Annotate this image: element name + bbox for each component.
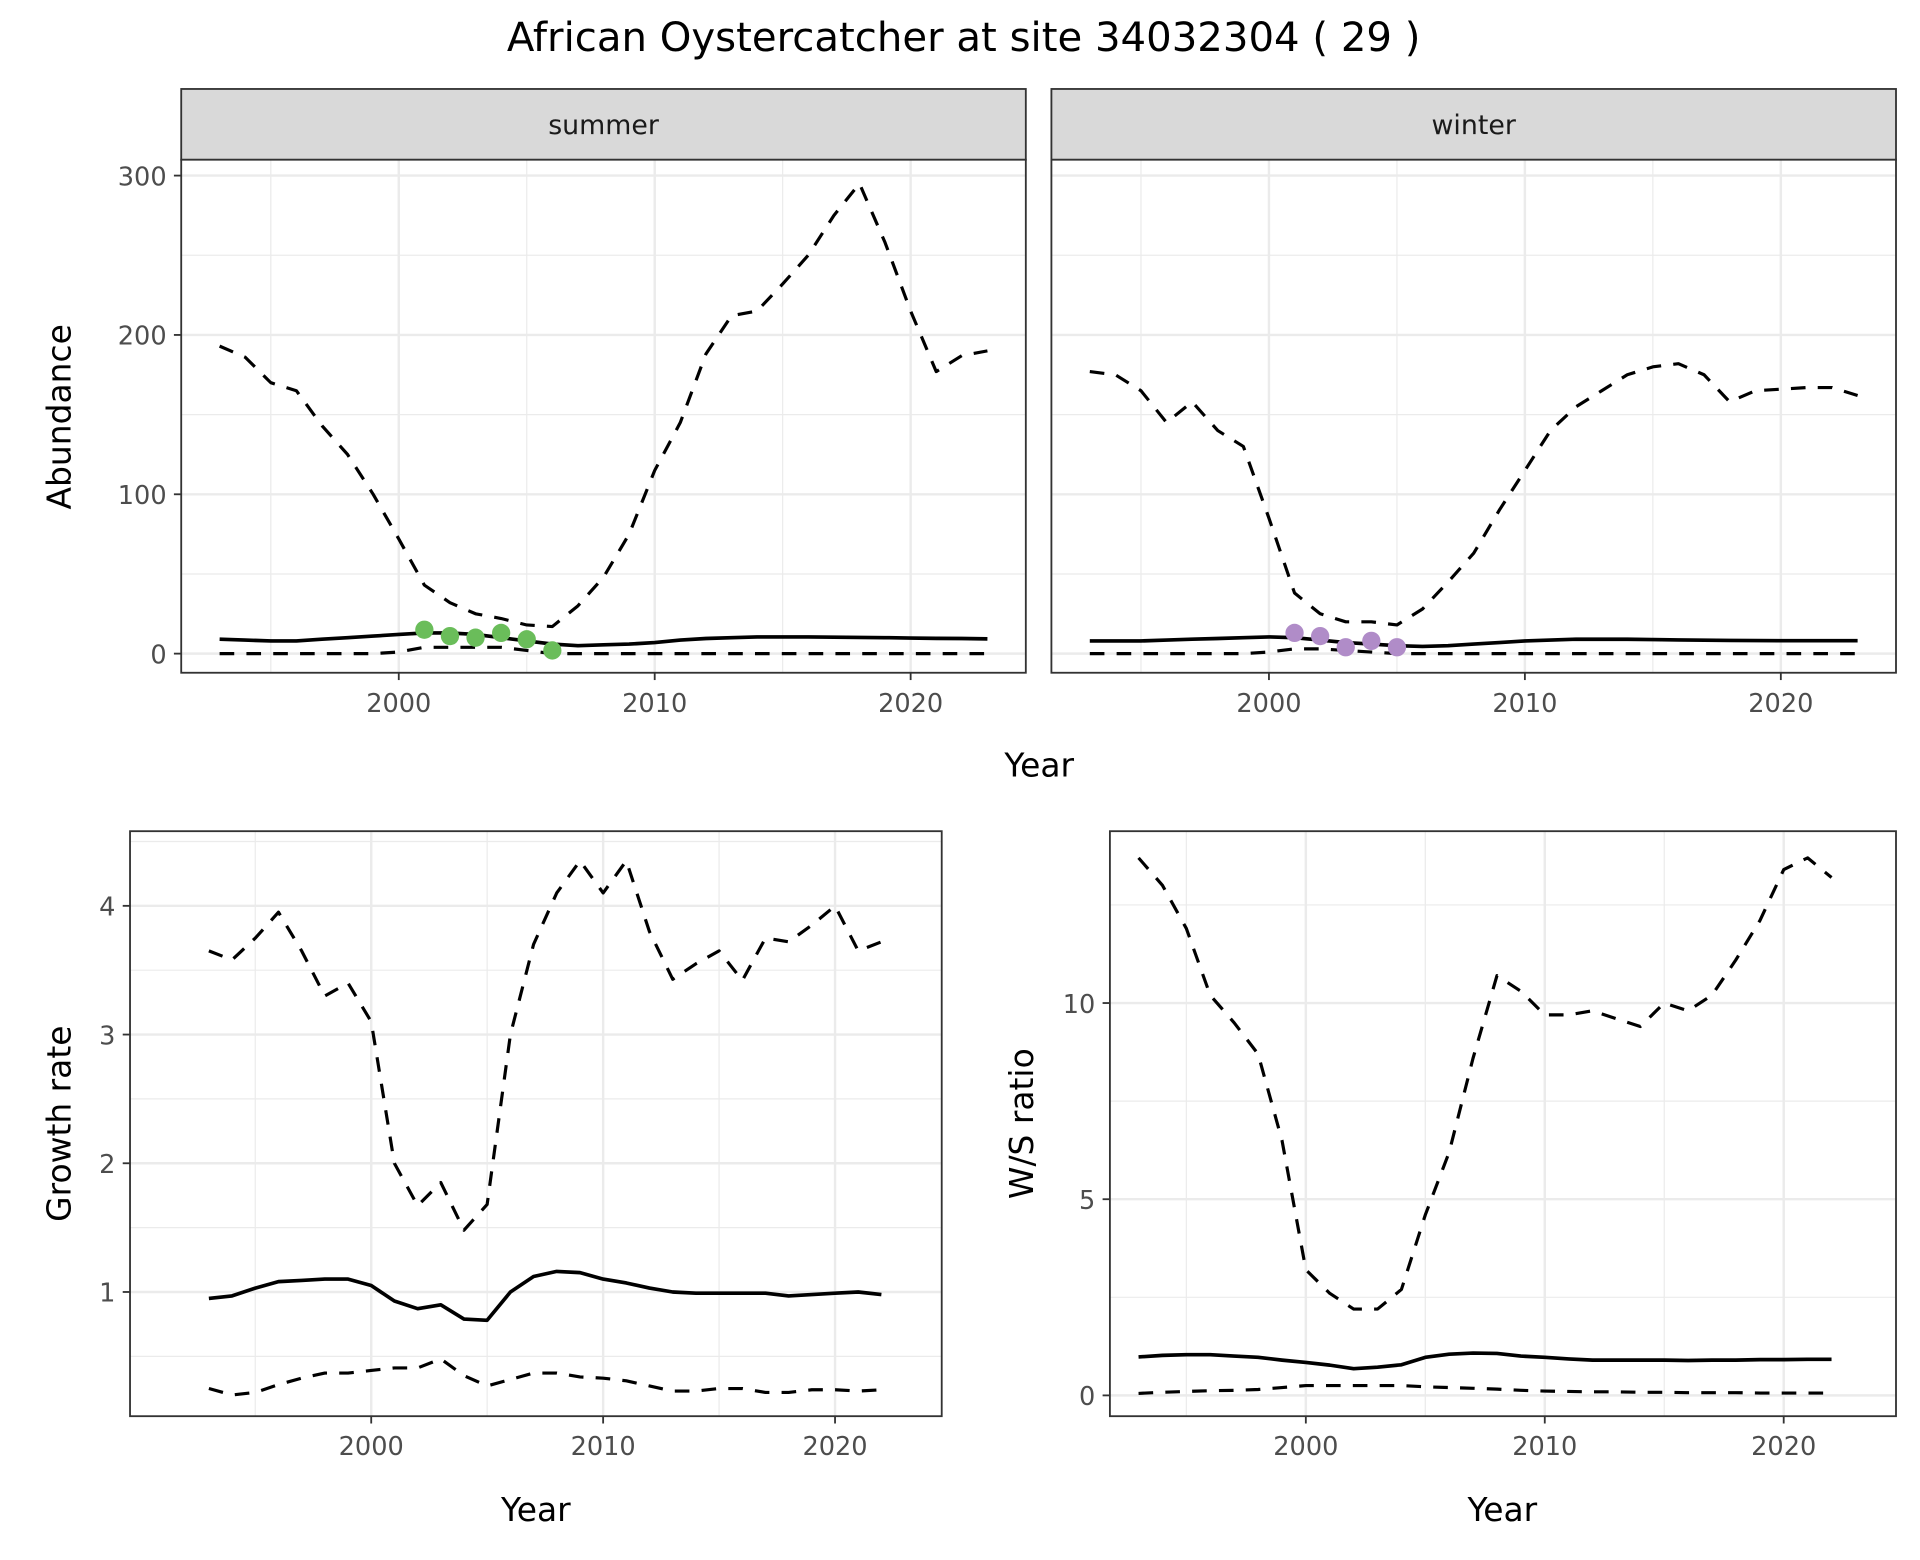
panel-growth: 2000 2010 2020 1 2 3 4 Growth rate Year bbox=[39, 830, 943, 1529]
x-tick-label: 2020 bbox=[802, 1432, 867, 1462]
data-point bbox=[415, 620, 434, 639]
facet-strip-label: winter bbox=[1432, 110, 1517, 141]
plot-background bbox=[181, 159, 1026, 673]
y-tick-label: 3 bbox=[99, 1021, 115, 1051]
x-axis-label: Year bbox=[1467, 1490, 1538, 1529]
data-point bbox=[1387, 638, 1407, 657]
data-point bbox=[1336, 638, 1355, 657]
y-tick-label: 100 bbox=[118, 481, 167, 511]
x-tick-label: 2020 bbox=[1751, 1432, 1816, 1462]
panel-border bbox=[129, 830, 943, 1418]
facet-strip-label: summer bbox=[548, 110, 660, 141]
y-tick-label: 0 bbox=[1079, 1382, 1095, 1412]
data-point bbox=[1311, 626, 1330, 646]
series-line-mean bbox=[219, 631, 988, 648]
y-tick-label: 0 bbox=[150, 640, 166, 670]
data-point bbox=[466, 628, 485, 647]
data-point bbox=[1285, 623, 1304, 643]
facet-strip bbox=[1050, 88, 1897, 161]
x-tick-label: 2010 bbox=[622, 689, 687, 719]
y-tick-label: 1 bbox=[99, 1279, 115, 1309]
series-line-mean bbox=[1138, 1351, 1832, 1371]
y-tick-label: 4 bbox=[99, 893, 115, 923]
y-tick-label: 5 bbox=[1079, 1186, 1095, 1216]
y-tick-label: 2 bbox=[99, 1150, 115, 1180]
series-line-upper bbox=[218, 181, 988, 629]
data-point bbox=[1362, 631, 1381, 651]
series-line-mean bbox=[1089, 635, 1858, 649]
y-axis-label: Abundance bbox=[39, 324, 78, 509]
series-line-lower bbox=[1089, 647, 1858, 656]
data-point bbox=[517, 630, 536, 649]
x-tick-label: 2020 bbox=[1748, 689, 1813, 719]
series-line-upper bbox=[1089, 362, 1859, 627]
y-axis-label: Growth rate bbox=[39, 1026, 78, 1222]
x-tick-label: 2000 bbox=[1273, 1432, 1338, 1462]
x-axis-label: Year bbox=[500, 1490, 571, 1529]
data-point bbox=[440, 626, 460, 646]
x-tick-label: 2020 bbox=[878, 689, 943, 719]
x-tick-label: 2000 bbox=[339, 1432, 404, 1462]
y-tick-label: 10 bbox=[1063, 990, 1096, 1020]
y-tick-label: 200 bbox=[118, 322, 167, 352]
x-tick-label: 2010 bbox=[571, 1432, 636, 1462]
series-line-lower bbox=[1138, 1384, 1832, 1395]
series-line-lower bbox=[208, 1357, 882, 1397]
x-tick-label: 2010 bbox=[1512, 1432, 1577, 1462]
panel-ratio: 2000 2010 2020 0 5 10 W/S ratio Year bbox=[1002, 830, 1897, 1529]
x-tick-label: 2000 bbox=[366, 689, 431, 719]
plot-background bbox=[1109, 831, 1896, 1417]
x-tick-label: 2010 bbox=[1492, 689, 1557, 719]
panel-summer: 2000 2010 2020 0 100 200 300 summer Abundance Yea… bbox=[39, 88, 1075, 784]
y-axis-label: W/S ratio bbox=[1002, 1048, 1041, 1199]
chart-title: African Oystercatcher at site 34032304 (… bbox=[507, 15, 1421, 61]
plot-background bbox=[1051, 159, 1896, 673]
panel-border bbox=[1108, 830, 1897, 1418]
x-axis-label: Year bbox=[1003, 745, 1074, 784]
x-tick-label: 2000 bbox=[1236, 689, 1301, 719]
series-line-lower bbox=[219, 645, 988, 656]
data-point bbox=[543, 641, 562, 660]
series-line-upper bbox=[208, 859, 882, 1232]
data-point bbox=[492, 623, 511, 643]
y-tick-label: 300 bbox=[118, 162, 167, 192]
series-line-mean bbox=[208, 1269, 882, 1323]
facet-strip bbox=[180, 88, 1027, 161]
panel-winter: 2000 2010 2020 winter bbox=[1050, 88, 1897, 719]
series-line-upper bbox=[1137, 856, 1833, 1311]
